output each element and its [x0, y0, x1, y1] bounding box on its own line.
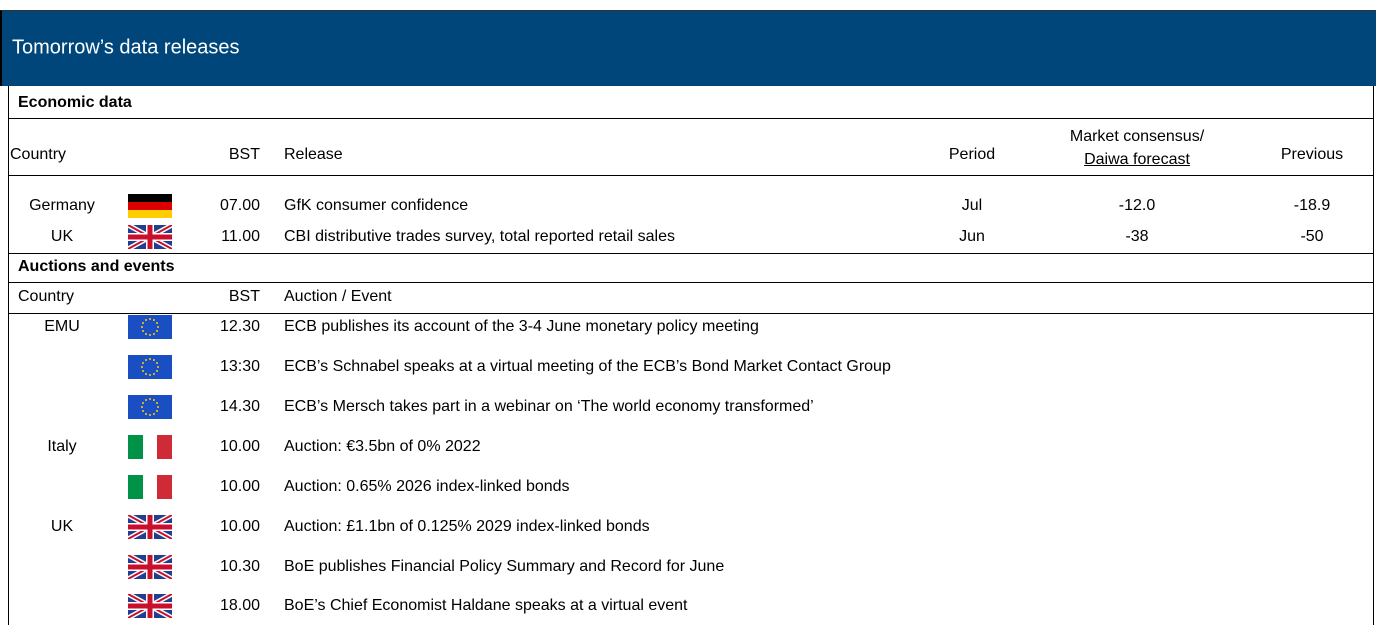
header-band [0, 10, 1376, 86]
flag [128, 515, 172, 539]
time: 07.00 [219, 197, 260, 214]
time: 10.00 [219, 478, 260, 495]
event: ECB’s Schnabel speaks at a virtual meeti… [284, 358, 891, 375]
column-header: BST [228, 288, 260, 305]
event: BoE publishes Financial Policy Summary a… [284, 558, 725, 575]
border [1373, 86, 1374, 625]
release: CBI distributive trades survey, total re… [284, 228, 675, 245]
country: UK [50, 228, 74, 245]
event: Auction: £1.1bn of 0.125% 2029 index-lin… [284, 518, 650, 535]
flag [128, 395, 172, 419]
country: UK [50, 518, 74, 535]
flag [128, 315, 172, 339]
time: 13:30 [219, 358, 260, 375]
rule [8, 175, 1374, 176]
time: 10.00 [219, 518, 260, 535]
time: 11.00 [221, 228, 260, 245]
column-header: Period [948, 146, 996, 163]
flag [128, 475, 172, 499]
column-header: Daiwa forecast [1084, 151, 1190, 168]
consensus: -12.0 [1118, 197, 1156, 214]
rule [8, 118, 1374, 119]
time: 10.00 [219, 438, 260, 455]
rule [8, 282, 1374, 283]
column-header: Previous [1280, 146, 1344, 163]
rule [8, 253, 1374, 254]
column-header: Release [284, 146, 343, 163]
consensus: -38 [1125, 228, 1149, 245]
rule [8, 313, 1374, 314]
flag [128, 555, 172, 579]
time: 12.30 [219, 318, 260, 335]
column-header: Country [18, 288, 75, 305]
column-header: Auction / Event [284, 288, 392, 305]
event: BoE’s Chief Economist Haldane speaks at … [284, 597, 688, 614]
country: Germany [29, 197, 95, 214]
event: Auction: €3.5bn of 0% 2022 [284, 438, 481, 455]
release: GfK consumer confidence [284, 197, 469, 214]
flag [128, 355, 172, 379]
time: 14.30 [219, 398, 260, 415]
event: Auction: 0.65% 2026 index-linked bonds [284, 478, 570, 495]
flag [128, 194, 172, 218]
border [8, 86, 9, 625]
period: Jun [959, 228, 985, 245]
time: 10.30 [219, 558, 260, 575]
previous: -18.9 [1293, 197, 1331, 214]
previous: -50 [1300, 228, 1324, 245]
column-header: Country [10, 146, 67, 163]
event: ECB’s Mersch takes part in a webinar on … [284, 398, 814, 415]
time: 18.00 [219, 597, 260, 614]
page-title: Tomorrow’s data releases [12, 36, 240, 59]
flag [128, 435, 172, 459]
column-header: Market consensus/ [1069, 128, 1205, 145]
country: EMU [44, 318, 80, 335]
section-title: Economic data [18, 94, 132, 111]
flag [128, 225, 172, 249]
event: ECB publishes its account of the 3-4 Jun… [284, 318, 759, 335]
column-header: BST [228, 146, 260, 163]
section-title: Auctions and events [18, 258, 175, 275]
country: Italy [47, 438, 77, 455]
flag [128, 594, 172, 618]
period: Jul [961, 197, 983, 214]
